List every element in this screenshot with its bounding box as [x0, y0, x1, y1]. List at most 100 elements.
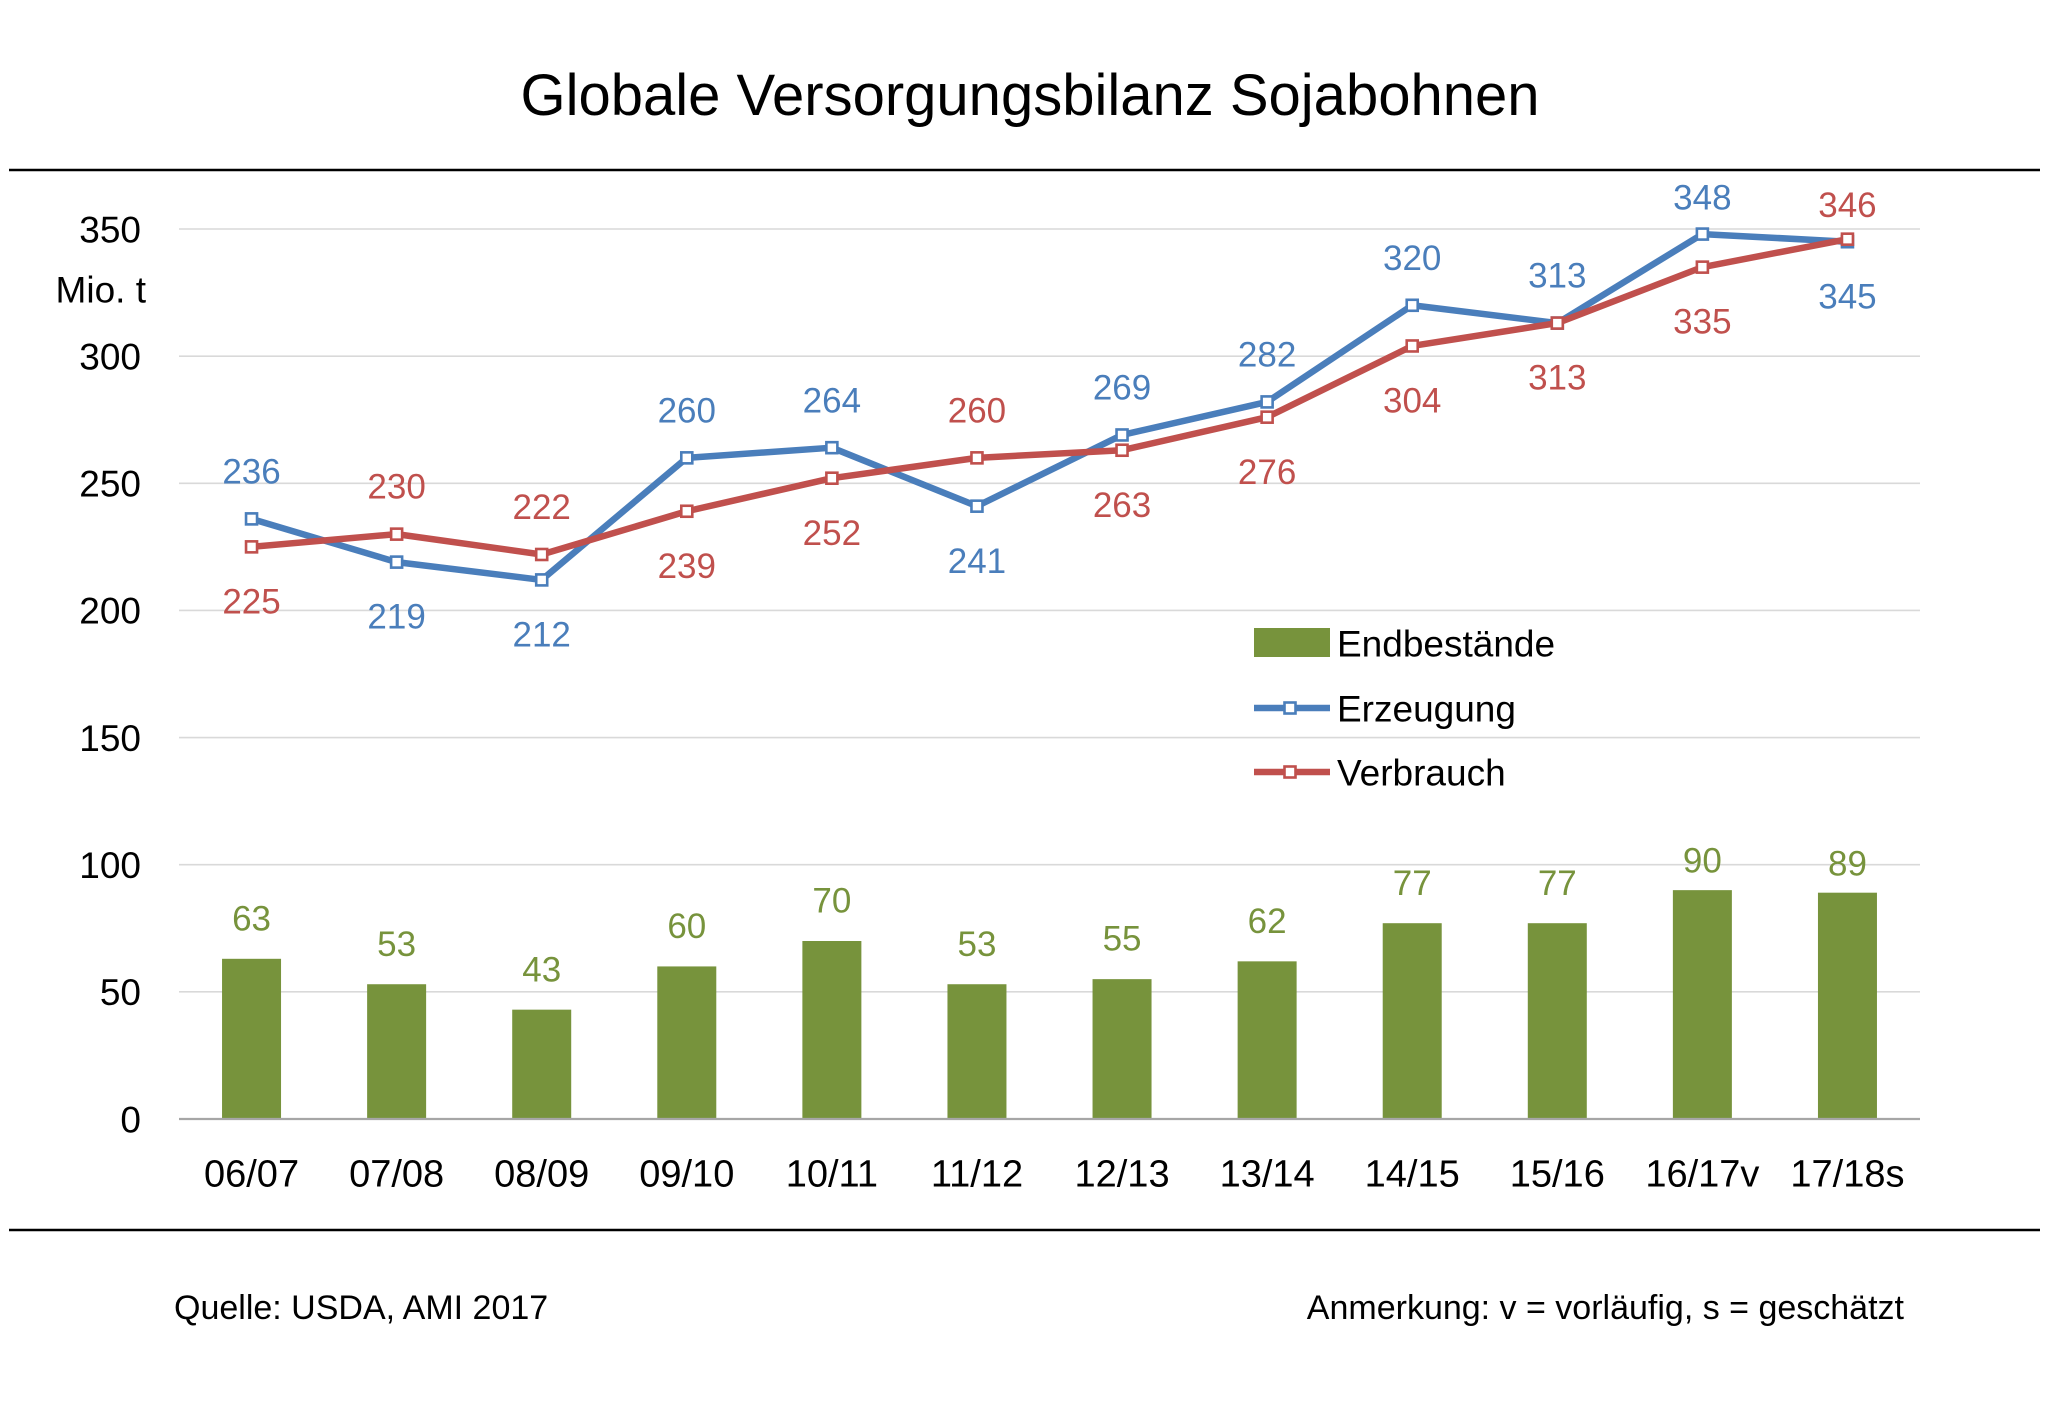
x-tick-label-12-13: 12/13 — [1074, 1154, 1169, 1196]
x-tick-label-10-11: 10/11 — [786, 1154, 878, 1196]
bar-endbestande-17-18s — [1817, 892, 1877, 1119]
bar-endbestande-07-08 — [367, 984, 427, 1119]
bar-endbestande-12-13 — [1092, 979, 1152, 1119]
bar-endbestande-15-16 — [1527, 923, 1587, 1119]
chart-title: Globale Versorgungsbilanz Sojabohnen — [521, 63, 1540, 128]
x-tick-label-15-16: 15/16 — [1510, 1154, 1605, 1196]
point-label-erzeugung-09-10: 260 — [658, 391, 716, 430]
lines-group — [244, 227, 1855, 587]
x-tick-label-17-18s: 17/18s — [1790, 1154, 1904, 1196]
point-erzeugung-14-15 — [1405, 298, 1420, 313]
point-label-erzeugung-08-09: 212 — [513, 616, 571, 655]
legend-swatch-endbestaende — [1254, 628, 1330, 657]
y-tick-label-100: 100 — [79, 845, 141, 886]
point-label-verbrauch-10-11: 252 — [803, 514, 861, 553]
x-tick-label-09-10: 09/10 — [639, 1154, 734, 1196]
x-tick-label-13-14: 13/14 — [1220, 1154, 1315, 1196]
point-verbrauch-17-18s — [1840, 232, 1855, 246]
bar-endbestande-16-17v — [1672, 890, 1732, 1119]
bar-label-endbestande-07-08: 53 — [377, 925, 416, 964]
point-erzeugung-12-13 — [1115, 428, 1129, 442]
point-verbrauch-12-13 — [1115, 443, 1129, 458]
point-label-verbrauch-13-14: 276 — [1238, 453, 1296, 492]
bar-endbestande-08-09 — [512, 1009, 572, 1119]
point-erzeugung-13-14 — [1260, 395, 1274, 409]
x-tick-label-14-15: 14/15 — [1365, 1154, 1460, 1196]
x-tick-label-06-07: 06/07 — [204, 1154, 299, 1196]
bar-label-endbestande-11-12: 53 — [957, 925, 996, 964]
point-label-erzeugung-12-13: 269 — [1093, 369, 1151, 408]
point-erzeugung-09-10 — [679, 451, 694, 465]
line-verbrauch — [248, 235, 1851, 558]
legend-marker-verbrauch — [1283, 765, 1297, 779]
source-note: Quelle: USDA, AMI 2017 — [174, 1289, 548, 1327]
bar-label-endbestande-12-13: 55 — [1103, 920, 1142, 959]
x-tick-label-11-12: 11/12 — [931, 1154, 1023, 1196]
x-axis-tick-labels: 06/07 07/08 08/09 09/10 10/11 11/12 12/13 13/14… — [204, 1154, 1905, 1196]
point-label-erzeugung-13-14: 282 — [1238, 336, 1296, 375]
bars-group — [222, 890, 1877, 1119]
point-label-erzeugung-15-16: 313 — [1528, 257, 1586, 296]
point-verbrauch-10-11 — [825, 471, 839, 486]
point-erzeugung-07-08 — [389, 555, 404, 569]
point-verbrauch-07-08 — [389, 527, 404, 541]
bar-endbestande-10-11 — [802, 941, 862, 1119]
point-erzeugung-11-12 — [970, 499, 984, 513]
point-label-erzeugung-16-17v: 348 — [1673, 179, 1731, 218]
bar-label-endbestande-16-17v: 90 — [1683, 842, 1722, 881]
data-labels-group: 63 53 43 60 70 53 55 62 77 77 90 89 236 219 212 260 264 2… — [222, 179, 1876, 990]
point-label-verbrauch-15-16: 313 — [1528, 359, 1586, 398]
point-label-verbrauch-16-17v: 335 — [1673, 303, 1731, 342]
point-erzeugung-10-11 — [825, 440, 839, 455]
y-tick-label-250: 250 — [79, 464, 141, 505]
point-label-verbrauch-11-12: 260 — [948, 391, 1006, 430]
bar-endbestande-09-10 — [657, 966, 717, 1119]
y-tick-label-350: 350 — [79, 209, 141, 250]
bar-label-endbestande-14-15: 77 — [1393, 864, 1432, 903]
bar-endbestande-11-12 — [947, 984, 1007, 1119]
point-verbrauch-13-14 — [1260, 410, 1274, 424]
y-axis-tick-labels: 0 50 100 150 200 250 300 350 — [79, 209, 141, 1140]
point-erzeugung-06-07 — [244, 512, 259, 526]
legend-label-verbrauch: Verbrauch — [1337, 752, 1506, 793]
y-tick-label-150: 150 — [79, 718, 141, 759]
bar-endbestande-06-07 — [222, 958, 282, 1119]
point-erzeugung-16-17v — [1695, 227, 1710, 241]
y-axis-label: Mio. t — [56, 269, 147, 310]
gridlines — [179, 228, 1920, 993]
point-label-verbrauch-09-10: 239 — [658, 547, 716, 586]
point-verbrauch-06-07 — [244, 540, 259, 554]
point-label-verbrauch-08-09: 222 — [513, 488, 571, 527]
legend: Endbestände Erzeugung Verbrauch — [1254, 623, 1555, 793]
bar-endbestande-14-15 — [1382, 923, 1442, 1119]
x-tick-label-16-17v: 16/17v — [1645, 1154, 1759, 1196]
point-label-verbrauch-12-13: 263 — [1093, 486, 1151, 525]
x-tick-label-07-08: 07/08 — [349, 1154, 444, 1196]
point-verbrauch-15-16 — [1550, 316, 1565, 330]
point-label-erzeugung-11-12: 241 — [948, 542, 1006, 581]
y-tick-label-300: 300 — [79, 336, 141, 377]
point-label-erzeugung-17-18s: 345 — [1818, 277, 1876, 316]
x-tick-label-08-09: 08/09 — [494, 1154, 589, 1196]
point-label-verbrauch-07-08: 230 — [367, 468, 425, 507]
point-verbrauch-11-12 — [970, 451, 984, 465]
point-verbrauch-08-09 — [534, 547, 549, 562]
annotation-note: Anmerkung: v = vorläufig, s = geschätzt — [1307, 1289, 1905, 1327]
point-verbrauch-09-10 — [679, 504, 694, 519]
y-tick-label-200: 200 — [79, 591, 141, 632]
point-label-erzeugung-10-11: 264 — [803, 381, 861, 420]
y-tick-label-50: 50 — [100, 972, 141, 1013]
bar-label-endbestande-09-10: 60 — [667, 907, 706, 946]
bar-endbestande-13-14 — [1237, 961, 1297, 1119]
y-tick-label-0: 0 — [120, 1099, 141, 1140]
legend-label-endbestaende: Endbestände — [1337, 623, 1555, 664]
point-label-verbrauch-14-15: 304 — [1383, 382, 1441, 421]
bar-label-endbestande-06-07: 63 — [232, 899, 271, 938]
legend-marker-erzeugung — [1283, 701, 1297, 715]
point-verbrauch-16-17v — [1695, 260, 1710, 274]
point-label-verbrauch-17-18s: 346 — [1818, 186, 1876, 225]
point-label-erzeugung-07-08: 219 — [367, 598, 425, 637]
bar-label-endbestande-15-16: 77 — [1538, 864, 1577, 903]
bar-label-endbestande-13-14: 62 — [1248, 902, 1287, 941]
